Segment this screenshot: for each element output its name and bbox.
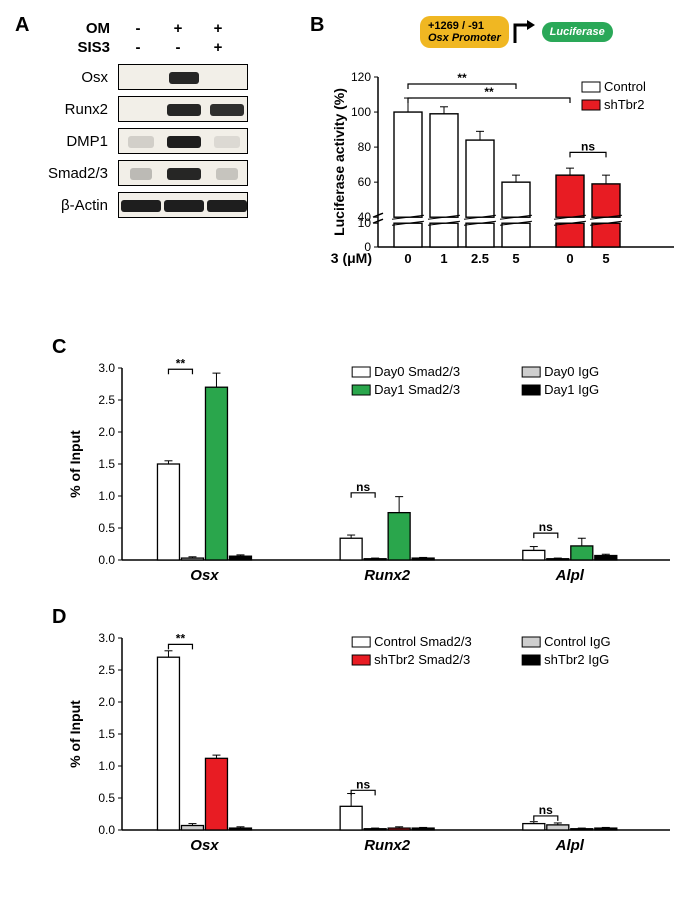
svg-text:% of Input: % of Input — [67, 700, 83, 768]
svg-text:Day0 Smad2/3: Day0 Smad2/3 — [374, 364, 460, 379]
blot-band — [167, 104, 201, 116]
svg-text:shTbr2 IgG: shTbr2 IgG — [544, 652, 609, 667]
condition-sign: + — [198, 20, 238, 37]
svg-text:Control: Control — [604, 79, 646, 94]
svg-text:0: 0 — [566, 251, 573, 266]
svg-text:Day1 IgG: Day1 IgG — [544, 382, 599, 397]
promoter-range: +1269 / -91 — [428, 20, 484, 32]
svg-text:2.5: 2.5 — [471, 251, 489, 266]
svg-text:0.0: 0.0 — [98, 823, 115, 837]
svg-text:Luciferase activity (%): Luciferase activity (%) — [331, 88, 347, 236]
svg-text:Runx2: Runx2 — [364, 837, 411, 854]
svg-text:ns: ns — [539, 520, 553, 534]
condition-sign: + — [198, 39, 238, 56]
svg-text:0: 0 — [404, 251, 411, 266]
blot-band — [130, 168, 152, 180]
blot-band — [167, 168, 201, 180]
blot-band — [214, 136, 240, 148]
svg-text:shTbr2 Smad2/3: shTbr2 Smad2/3 — [374, 652, 470, 667]
svg-text:ns: ns — [356, 777, 370, 791]
svg-text:**: ** — [457, 71, 467, 85]
condition-sign: - — [118, 20, 158, 37]
svg-text:1.5: 1.5 — [98, 727, 115, 741]
svg-text:**: ** — [484, 85, 494, 99]
svg-text:1.0: 1.0 — [98, 759, 115, 773]
blot-box — [118, 96, 248, 122]
condition-label: OM — [38, 20, 118, 37]
blot-band — [210, 104, 244, 116]
svg-text:Osx: Osx — [190, 567, 219, 584]
svg-text:shTbr2: shTbr2 — [604, 97, 644, 112]
svg-text:Day0 IgG: Day0 IgG — [544, 364, 599, 379]
svg-text:5: 5 — [512, 251, 519, 266]
svg-text:Osx: Osx — [190, 837, 219, 854]
svg-text:2.0: 2.0 — [98, 695, 115, 709]
condition-sign: + — [158, 20, 198, 37]
svg-text:3.0: 3.0 — [98, 361, 115, 375]
panel-a-label: A — [15, 14, 29, 37]
tss-arrow-icon — [511, 17, 537, 47]
svg-text:ns: ns — [539, 803, 553, 817]
svg-text:5: 5 — [602, 251, 609, 266]
blot-box — [118, 64, 248, 90]
blot-box — [118, 160, 248, 186]
svg-text:3.0: 3.0 — [98, 631, 115, 645]
panel-c-chart: 0.0 0.5 1.0 1.5 2.0 2.5 3.0 % of Input Osx Runx2 A… — [60, 354, 680, 594]
panel-d-chart: 0.0 0.5 1.0 1.5 2.0 2.5 3.0 % of Input Osx Runx2 A… — [60, 624, 680, 864]
svg-text:Alpl: Alpl — [555, 567, 585, 584]
svg-text:Control Smad2/3: Control Smad2/3 — [374, 634, 472, 649]
protein-label: Osx — [38, 69, 118, 86]
blot-band — [207, 200, 247, 212]
svg-text:0.0: 0.0 — [98, 553, 115, 567]
svg-text:Alpl: Alpl — [555, 837, 585, 854]
svg-text:SIS3 (μM): SIS3 (μM) — [330, 250, 372, 266]
luciferase-chart: 010406080100120Luciferase activity (%)01… — [330, 65, 680, 295]
svg-text:**: ** — [176, 356, 186, 370]
svg-text:Runx2: Runx2 — [364, 567, 411, 584]
svg-text:100: 100 — [351, 105, 371, 119]
panel-b-label: B — [310, 14, 324, 37]
svg-text:2.0: 2.0 — [98, 425, 115, 439]
protein-label: DMP1 — [38, 133, 118, 150]
svg-text:1.5: 1.5 — [98, 457, 115, 471]
svg-text:80: 80 — [358, 140, 372, 154]
svg-text:ns: ns — [581, 139, 595, 153]
svg-text:% of Input: % of Input — [67, 430, 83, 498]
blot-band — [167, 136, 201, 148]
panel-a: OM-++SIS3--+OsxRunx2DMP1Smad2/3β-Actin — [38, 20, 308, 224]
blot-band — [128, 136, 154, 148]
blot-band — [216, 168, 238, 180]
protein-label: Smad2/3 — [38, 165, 118, 182]
svg-text:1: 1 — [440, 251, 447, 266]
blot-band — [169, 72, 199, 84]
condition-sign: - — [118, 39, 158, 56]
condition-label: SIS3 — [38, 39, 118, 56]
condition-sign: - — [158, 39, 198, 56]
promoter-gene: Osx Promoter — [428, 32, 501, 44]
luciferase-box: Luciferase — [542, 22, 613, 42]
blot-band — [164, 200, 204, 212]
protein-label: β-Actin — [38, 197, 118, 214]
blot-band — [121, 200, 161, 212]
svg-text:40: 40 — [358, 210, 372, 224]
blot-box — [118, 192, 248, 218]
blot-box — [118, 128, 248, 154]
svg-text:1.0: 1.0 — [98, 489, 115, 503]
svg-text:2.5: 2.5 — [98, 663, 115, 677]
svg-text:Control IgG: Control IgG — [544, 634, 610, 649]
svg-text:**: ** — [176, 631, 186, 645]
svg-text:2.5: 2.5 — [98, 393, 115, 407]
protein-label: Runx2 — [38, 101, 118, 118]
promoter-box: +1269 / -91 Osx Promoter — [420, 16, 509, 48]
svg-text:0.5: 0.5 — [98, 791, 115, 805]
svg-text:120: 120 — [351, 70, 371, 84]
svg-text:0.5: 0.5 — [98, 521, 115, 535]
promoter-schematic: +1269 / -91 Osx Promoter Luciferase — [420, 16, 613, 48]
svg-text:60: 60 — [358, 175, 372, 189]
svg-text:Day1 Smad2/3: Day1 Smad2/3 — [374, 382, 460, 397]
svg-text:ns: ns — [356, 480, 370, 494]
